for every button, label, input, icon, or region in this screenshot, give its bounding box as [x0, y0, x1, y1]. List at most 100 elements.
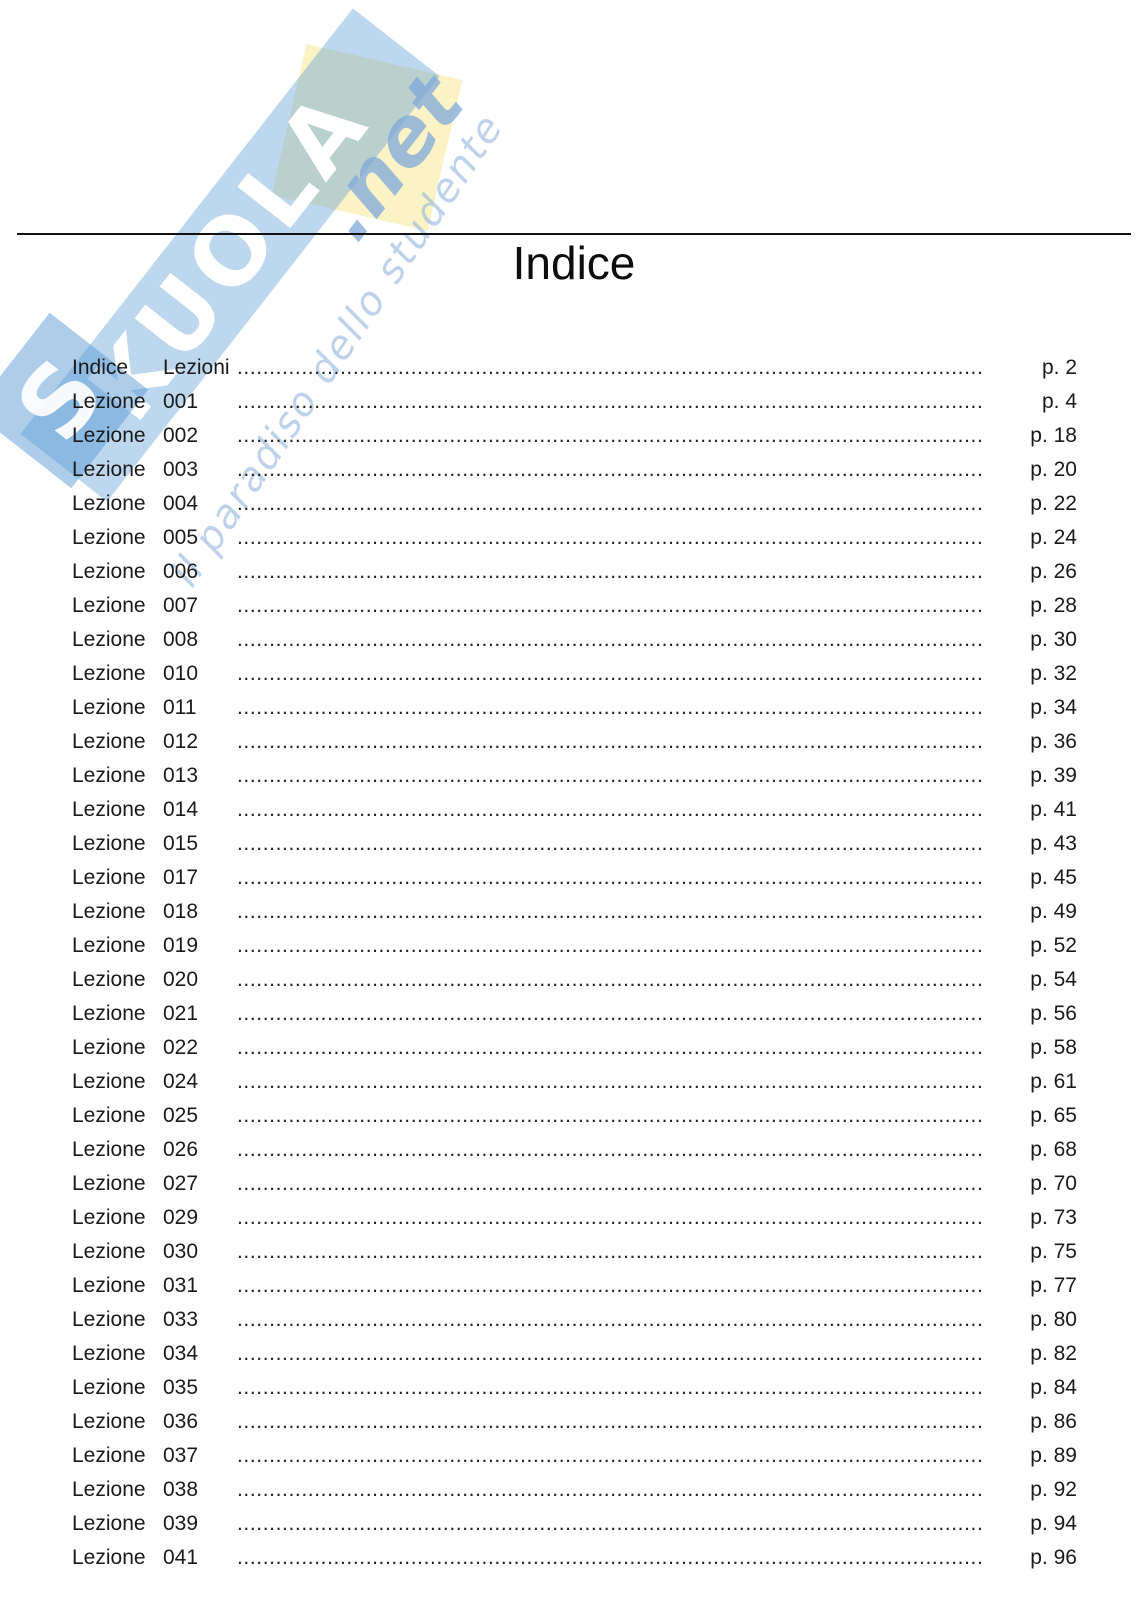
toc-row: Lezione 018..............................…: [72, 895, 1077, 929]
toc-entry-number: 013: [163, 764, 199, 787]
dot-leader: ........................................…: [237, 1410, 985, 1433]
toc-entry-number: 041: [163, 1546, 199, 1569]
toc-entry-word: Lezione: [72, 1104, 146, 1127]
toc-entry-page: p. 89: [1030, 1444, 1077, 1467]
toc-row: Lezione 014..............................…: [72, 793, 1077, 827]
dot-leader: ........................................…: [237, 866, 985, 889]
toc-entry-word: Lezione: [72, 628, 146, 651]
toc-entry-number: 019: [163, 934, 199, 957]
toc-entry-label: Lezione 024: [72, 1065, 237, 1099]
dot-leader: ........................................…: [237, 1172, 985, 1195]
toc-entry-word: Lezione: [72, 1512, 146, 1535]
toc-entry-page: p. 24: [1030, 526, 1077, 549]
dot-leader: ........................................…: [237, 798, 985, 821]
toc-row: Lezione 022..............................…: [72, 1031, 1077, 1065]
toc-entry-page: p. 39: [1030, 764, 1077, 787]
watermark-yellow-tile: [271, 43, 463, 232]
dot-leader: ........................................…: [237, 1308, 985, 1331]
toc-entry-page: p. 41: [1030, 798, 1077, 821]
toc-entry-word: Lezione: [72, 1342, 146, 1365]
toc-entry-word: Lezione: [72, 1172, 146, 1195]
toc-entry-word: Lezione: [72, 1206, 146, 1229]
toc-entry-word: Lezione: [72, 560, 146, 583]
toc-entry-page: p. 77: [1030, 1274, 1077, 1297]
toc-row: Lezione 015..............................…: [72, 827, 1077, 861]
toc-entry-word: Lezione: [72, 1444, 146, 1467]
toc-entry-label: Lezione 027: [72, 1167, 237, 1201]
toc-entry-word: Lezione: [72, 662, 146, 685]
toc-entry-label: Lezione 035: [72, 1371, 237, 1405]
toc-entry-number: 029: [163, 1206, 199, 1229]
toc-entry-page: p. 43: [1030, 832, 1077, 855]
toc-entry-label: Lezione 012: [72, 725, 237, 759]
toc-row: Lezione 004..............................…: [72, 487, 1077, 521]
toc-entry-label: Lezione 038: [72, 1473, 237, 1507]
toc-entry-label: Lezione 039: [72, 1507, 237, 1541]
toc-entry-page: p. 65: [1030, 1104, 1077, 1127]
toc-entry-page: p. 36: [1030, 730, 1077, 753]
dot-leader: ........................................…: [237, 458, 985, 481]
dot-leader: ........................................…: [237, 968, 985, 991]
toc-entry-word: Lezione: [72, 866, 146, 889]
toc-entry-label: Lezione 020: [72, 963, 237, 997]
toc-entry-word: Lezione: [72, 1308, 146, 1331]
toc-row: Lezione 007..............................…: [72, 589, 1077, 623]
toc-entry-number: 038: [163, 1478, 199, 1501]
toc-entry-word: Lezione: [72, 764, 146, 787]
toc-row: Lezione 002..............................…: [72, 419, 1077, 453]
toc-entry-label: Lezione 015: [72, 827, 237, 861]
toc-row: Lezione 036..............................…: [72, 1405, 1077, 1439]
dot-leader: ........................................…: [237, 628, 985, 651]
toc-entry-page: p. 28: [1030, 594, 1077, 617]
toc-entry-number: 008: [163, 628, 199, 651]
toc-entry-word: Lezione: [72, 730, 146, 753]
toc-entry-number: Lezioni: [163, 356, 230, 379]
toc-row: Lezione 029..............................…: [72, 1201, 1077, 1235]
toc-entry-page: p. 96: [1030, 1546, 1077, 1569]
dot-leader: ........................................…: [237, 1036, 985, 1059]
toc-entry-label: Lezione 014: [72, 793, 237, 827]
dot-leader: ........................................…: [237, 764, 985, 787]
toc-entry-word: Lezione: [72, 492, 146, 515]
dot-leader: ........................................…: [237, 696, 985, 719]
toc-entry-page: p. 54: [1030, 968, 1077, 991]
toc-entry-number: 027: [163, 1172, 199, 1195]
dot-leader: ........................................…: [237, 832, 985, 855]
toc-entry-label: Lezione 025: [72, 1099, 237, 1133]
toc-entry-number: 024: [163, 1070, 199, 1093]
toc-entry-page: p. 68: [1030, 1138, 1077, 1161]
toc-row: Lezione 034..............................…: [72, 1337, 1077, 1371]
toc-row: Lezione 025..............................…: [72, 1099, 1077, 1133]
dot-leader: ........................................…: [237, 1104, 985, 1127]
toc-row: Lezione 020..............................…: [72, 963, 1077, 997]
toc-entry-page: p. 73: [1030, 1206, 1077, 1229]
dot-leader: ........................................…: [237, 662, 985, 685]
toc-entry-page: p. 4: [1041, 390, 1077, 413]
dot-leader: ........................................…: [237, 934, 985, 957]
toc-entry-word: Lezione: [72, 1036, 146, 1059]
dot-leader: ........................................…: [237, 390, 985, 413]
toc-entry-number: 025: [163, 1104, 199, 1127]
toc-entry-word: Lezione: [72, 424, 146, 447]
toc-row: Lezione 010..............................…: [72, 657, 1077, 691]
toc-entry-label: Lezione 004: [72, 487, 237, 521]
toc-entry-page: p. 34: [1030, 696, 1077, 719]
toc-entry-label: Lezione 037: [72, 1439, 237, 1473]
dot-leader: ........................................…: [237, 1444, 985, 1467]
toc-entry-label: Lezione 041: [72, 1541, 237, 1575]
toc-entry-label: Lezione 010: [72, 657, 237, 691]
toc-entry-page: p. 84: [1030, 1376, 1077, 1399]
dot-leader: ........................................…: [237, 1342, 985, 1365]
toc-entry-number: 039: [163, 1512, 199, 1535]
toc-entry-number: 026: [163, 1138, 199, 1161]
toc-entry-number: 014: [163, 798, 199, 821]
toc-row: Lezione 021..............................…: [72, 997, 1077, 1031]
toc-entry-word: Lezione: [72, 594, 146, 617]
toc-entry-number: 010: [163, 662, 199, 685]
dot-leader: ........................................…: [237, 1070, 985, 1093]
toc-entry-label: Lezione 011: [72, 691, 237, 725]
toc-entry-label: Lezione 022: [72, 1031, 237, 1065]
toc-entry-word: Lezione: [72, 1138, 146, 1161]
toc-row: Lezione 006..............................…: [72, 555, 1077, 589]
dot-leader: ........................................…: [237, 1206, 985, 1229]
